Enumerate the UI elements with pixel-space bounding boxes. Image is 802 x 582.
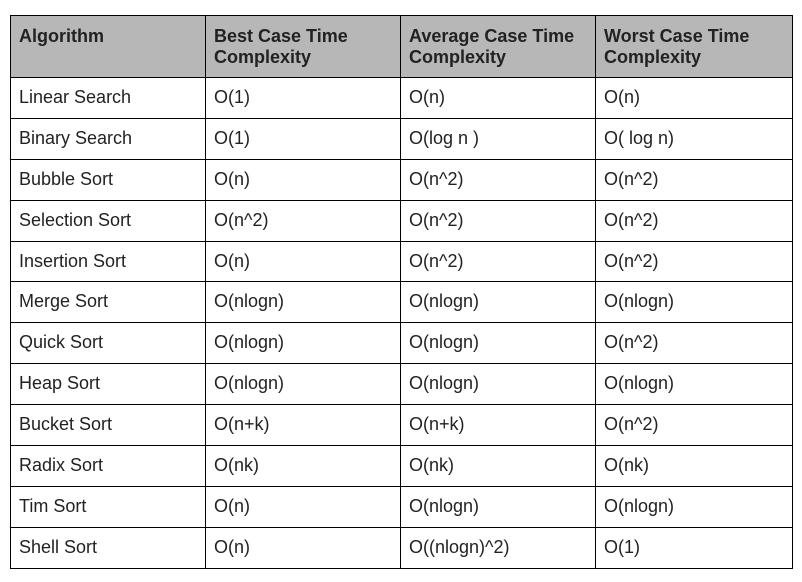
best-case-cell: O(nlogn) [205,363,401,406]
best-case-cell: O(n) [205,485,401,528]
header-average-case: Average Case Time Complexity [400,15,596,78]
algorithm-cell: Bubble Sort [10,158,206,201]
average-case-cell: O(nlogn) [400,322,596,365]
best-case-cell: O(1) [205,117,401,160]
average-case-cell: O(log n ) [400,117,596,160]
table-row: Insertion Sort O(n) O(n^2) O(n^2) [10,240,793,283]
algorithm-cell: Bucket Sort [10,404,206,447]
algorithm-cell: Linear Search [10,77,206,119]
average-case-cell: O(nk) [400,445,596,487]
algorithm-cell: Shell Sort [10,526,206,569]
table-row: Bucket Sort O(n+k) O(n+k) O(n^2) [10,404,793,447]
table-row: Linear Search O(1) O(n) O(n) [10,77,793,119]
worst-case-cell: O(nlogn) [595,363,793,406]
worst-case-cell: O(nlogn) [595,281,793,324]
algorithm-cell: Selection Sort [10,199,206,242]
best-case-cell: O(n) [205,158,401,201]
best-case-cell: O(n) [205,240,401,283]
average-case-cell: O(n^2) [400,158,596,201]
algorithm-cell: Merge Sort [10,281,206,324]
worst-case-cell: O(n^2) [595,158,793,201]
header-algorithm: Algorithm [10,15,206,78]
table-row: Bubble Sort O(n) O(n^2) O(n^2) [10,158,793,201]
average-case-cell: O(n^2) [400,240,596,283]
table-row: Tim Sort O(n) O(nlogn) O(nlogn) [10,485,793,528]
table-row: Shell Sort O(n) O((nlogn)^2) O(1) [10,526,793,569]
best-case-cell: O(n^2) [205,199,401,242]
worst-case-cell: O(1) [595,526,793,569]
best-case-cell: O(1) [205,77,401,119]
header-best-case: Best Case Time Complexity [205,15,401,78]
table-row: Heap Sort O(nlogn) O(nlogn) O(nlogn) [10,363,793,406]
worst-case-cell: O( log n) [595,117,793,160]
table-header-row: Algorithm Best Case Time Complexity Aver… [10,15,793,78]
worst-case-cell: O(n^2) [595,322,793,365]
average-case-cell: O(n^2) [400,199,596,242]
worst-case-cell: O(nk) [595,445,793,487]
best-case-cell: O(nk) [205,445,401,487]
table-row: Quick Sort O(nlogn) O(nlogn) O(n^2) [10,322,793,365]
average-case-cell: O(nlogn) [400,363,596,406]
average-case-cell: O(nlogn) [400,281,596,324]
algorithm-cell: Radix Sort [10,445,206,487]
table-row: Merge Sort O(nlogn) O(nlogn) O(nlogn) [10,281,793,324]
algorithm-cell: Insertion Sort [10,240,206,283]
algorithm-cell: Tim Sort [10,485,206,528]
table-row: Selection Sort O(n^2) O(n^2) O(n^2) [10,199,793,242]
algorithm-cell: Binary Search [10,117,206,160]
average-case-cell: O((nlogn)^2) [400,526,596,569]
worst-case-cell: O(n) [595,77,793,119]
table-row: Binary Search O(1) O(log n ) O( log n) [10,117,793,160]
complexity-table: Algorithm Best Case Time Complexity Aver… [10,15,793,569]
worst-case-cell: O(n^2) [595,199,793,242]
best-case-cell: O(n) [205,526,401,569]
worst-case-cell: O(n^2) [595,404,793,447]
best-case-cell: O(nlogn) [205,322,401,365]
worst-case-cell: O(nlogn) [595,485,793,528]
average-case-cell: O(n+k) [400,404,596,447]
worst-case-cell: O(n^2) [595,240,793,283]
header-worst-case: Worst Case Time Complexity [595,15,793,78]
algorithm-cell: Quick Sort [10,322,206,365]
best-case-cell: O(n+k) [205,404,401,447]
best-case-cell: O(nlogn) [205,281,401,324]
average-case-cell: O(n) [400,77,596,119]
average-case-cell: O(nlogn) [400,485,596,528]
algorithm-cell: Heap Sort [10,363,206,406]
table-row: Radix Sort O(nk) O(nk) O(nk) [10,445,793,487]
